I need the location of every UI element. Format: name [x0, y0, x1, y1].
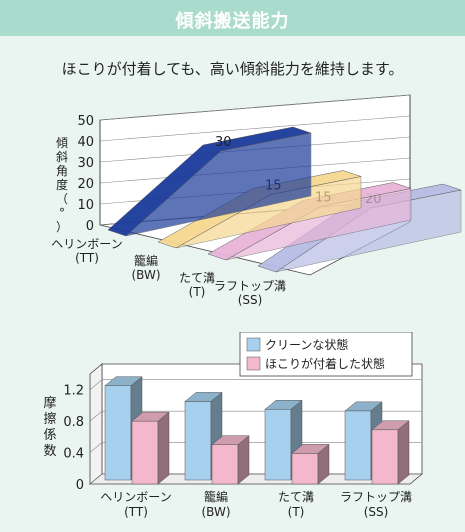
y-tick-label: 0.4	[63, 447, 84, 462]
y-axis-label-char: ）	[56, 220, 68, 234]
y-tick-label: 50	[77, 114, 94, 129]
category-code: (TT)	[124, 505, 148, 519]
legend-box	[239, 332, 413, 377]
category-code: (BW)	[131, 268, 160, 282]
gridline	[99, 115, 411, 142]
chart2-bars	[104, 376, 410, 485]
bar-clean	[184, 401, 212, 481]
legend-label: クリーンな状態	[265, 337, 348, 352]
y-tick-label: 0	[86, 219, 94, 234]
y-axis-label-char: 摩	[43, 395, 56, 411]
gridline	[89, 410, 422, 422]
bar-dusty	[371, 429, 399, 485]
category-name: 籠編	[204, 489, 228, 504]
y-axis-label-char: （	[56, 192, 68, 206]
chart2-frame	[88, 363, 424, 485]
y-axis-label-char: 数	[43, 444, 56, 459]
bar-clean	[344, 410, 372, 481]
ribbon-value-label: 30	[215, 135, 232, 150]
y-tick-label: 40	[77, 135, 94, 150]
bar-dusty	[211, 444, 239, 485]
category-name: ラフトップ溝	[340, 490, 412, 504]
category-code: (TT)	[75, 251, 99, 265]
y-axis-label-char: 擦	[43, 412, 56, 427]
chart1-category-labels: ヘリンボーン(TT) 籠編(BW) たて溝(T) ラフトップ溝(SS)	[51, 237, 286, 307]
chart1-ribbons: 20151530	[107, 126, 462, 273]
y-tick-label: 20	[77, 177, 94, 192]
category-code: (T)	[189, 285, 206, 299]
bar-side	[237, 435, 250, 485]
y-tick-label: 30	[77, 156, 94, 171]
legend-swatch-dusty	[246, 356, 261, 371]
category-code: (BW)	[201, 505, 230, 519]
category-name: たて溝	[179, 271, 215, 285]
gridline	[89, 379, 422, 390]
y-axis-label-char: 度	[56, 177, 68, 192]
y-axis-label-char: °	[59, 206, 65, 220]
bar-dusty	[291, 453, 319, 485]
gridline	[89, 442, 422, 453]
category-name: たて溝	[278, 490, 314, 504]
y-tick-label: 10	[77, 198, 94, 213]
bar-clean	[264, 409, 292, 481]
y-axis-label-char: 傾	[56, 136, 68, 150]
chart1-y-ticks: 0 10 20 30 40 50	[77, 114, 94, 234]
y-axis-label-char: 角	[56, 164, 68, 178]
y-axis-label-char: 係	[43, 428, 56, 443]
lead-text: ほこりが付着しても、高い傾斜能力を維持します。	[61, 60, 404, 78]
category-code: (SS)	[364, 505, 389, 519]
category-name: ラフトップ溝	[214, 279, 286, 293]
bar-side	[317, 443, 330, 485]
y-tick-label: 0	[76, 478, 84, 493]
bar-clean	[104, 385, 132, 481]
title-bar: 傾斜搬送能力	[0, 0, 465, 36]
bar-dusty	[131, 420, 159, 485]
left-wall	[89, 363, 103, 485]
bar-side	[397, 420, 410, 485]
category-name: ヘリンボーン	[51, 237, 122, 251]
y-tick-label: 1.2	[63, 384, 84, 399]
category-code: (SS)	[238, 293, 263, 307]
legend-label: ほこりが付着した状態	[265, 356, 385, 371]
bar-side	[157, 411, 170, 485]
y-tick-label: 0.8	[63, 415, 84, 430]
ribbon-side	[125, 132, 312, 237]
gridline	[99, 94, 411, 121]
chart2-category-labels: ヘリンボーン(TT) 籠編(BW) たて溝(T) ラフトップ溝(SS)	[100, 489, 412, 519]
legend-swatch-clean	[246, 337, 261, 352]
y-axis-label-char: 斜	[56, 150, 68, 164]
page-title: 傾斜搬送能力	[175, 11, 290, 32]
category-name: ヘリンボーン	[100, 490, 171, 504]
category-name: 籠編	[134, 253, 158, 268]
chart2-y-ticks: 0 0.4 0.8 1.2	[63, 384, 84, 493]
category-code: (T)	[288, 505, 305, 519]
